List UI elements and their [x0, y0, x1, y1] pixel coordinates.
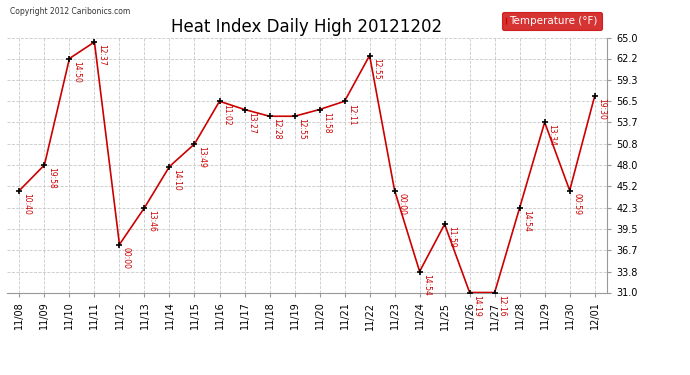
Text: 13:49: 13:49 — [197, 146, 206, 168]
Text: 14:19: 14:19 — [472, 295, 481, 316]
Text: 14:50: 14:50 — [72, 61, 81, 82]
Text: 00:00: 00:00 — [397, 193, 406, 215]
Title: Heat Index Daily High 20121202: Heat Index Daily High 20121202 — [172, 18, 442, 36]
Text: 13:46: 13:46 — [147, 210, 156, 232]
Text: 12:16: 12:16 — [497, 295, 506, 316]
Text: 14:54: 14:54 — [422, 274, 431, 296]
Text: 00:59: 00:59 — [572, 193, 581, 215]
Text: 11:58: 11:58 — [322, 112, 331, 134]
Text: 12:11: 12:11 — [347, 104, 356, 125]
Text: 12:55: 12:55 — [297, 118, 306, 140]
Text: Copyright 2012 Caribonics.com: Copyright 2012 Caribonics.com — [10, 7, 130, 16]
Legend: Temperature (°F): Temperature (°F) — [502, 12, 602, 30]
Text: 14:10: 14:10 — [172, 169, 181, 190]
Text: 10:40: 10:40 — [22, 193, 31, 214]
Text: 00:00: 00:00 — [122, 247, 131, 269]
Text: 11:59: 11:59 — [447, 226, 456, 248]
Text: 13:34: 13:34 — [547, 124, 556, 146]
Text: 19:58: 19:58 — [47, 167, 56, 189]
Text: 19:30: 19:30 — [598, 98, 607, 120]
Text: 14:54: 14:54 — [522, 210, 531, 232]
Text: 12:55: 12:55 — [372, 58, 381, 80]
Text: 11:02: 11:02 — [222, 104, 231, 125]
Text: 12:28: 12:28 — [272, 118, 281, 140]
Text: 12:37: 12:37 — [97, 44, 106, 66]
Text: 13:27: 13:27 — [247, 112, 256, 134]
